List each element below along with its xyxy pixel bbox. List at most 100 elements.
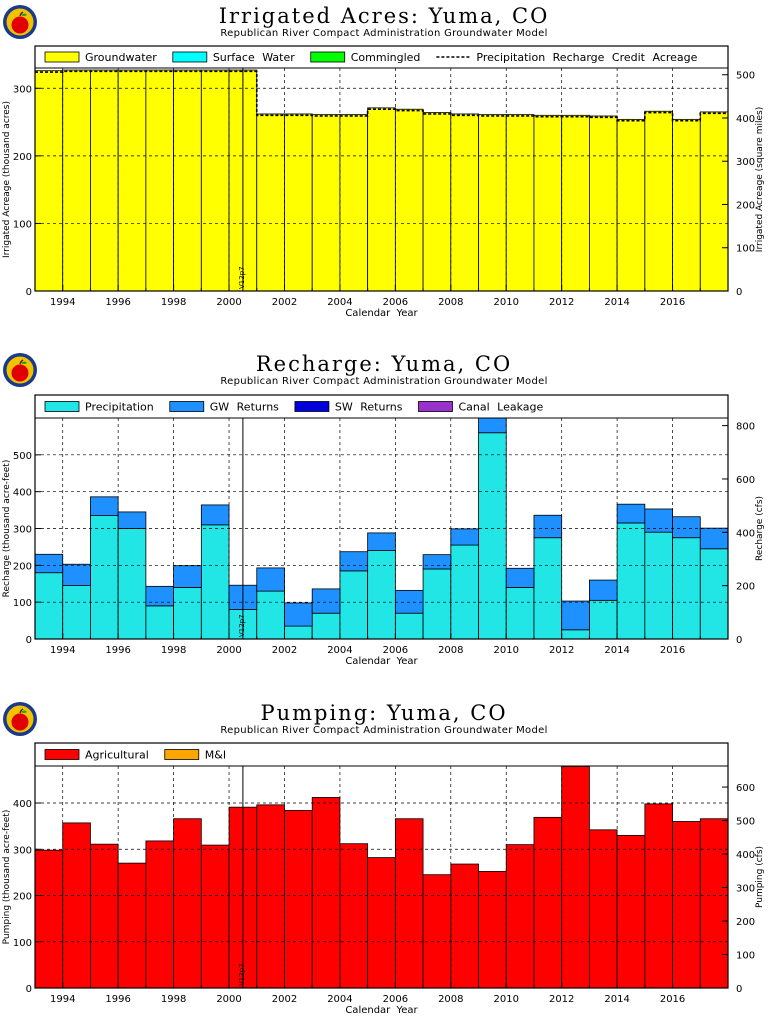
legend-label: Canal Leakage <box>459 401 544 414</box>
tick-label: 1996 <box>105 645 130 656</box>
irrigated-acres-chart: V12p7 Groundwater Surface Water Commingled P… <box>2 45 765 319</box>
bar-segment <box>561 114 590 292</box>
legend-label: Precipitation <box>85 401 154 414</box>
chart-title: Irrigated Acres: Yuma, CO <box>218 4 550 28</box>
bar-segment <box>34 553 64 574</box>
legend-label: SW Returns <box>335 401 403 414</box>
bar-segment <box>422 568 452 640</box>
plot-frame <box>34 45 729 292</box>
tick-label: 200 <box>736 917 755 928</box>
tick-label: 2010 <box>494 297 519 308</box>
grid <box>35 68 728 291</box>
tick-label: 2008 <box>438 297 463 308</box>
bar-segment <box>117 528 147 640</box>
bar-segment <box>62 69 91 292</box>
bar-segment <box>699 527 729 550</box>
tick-label: 2016 <box>660 645 685 656</box>
tick-label: 2006 <box>383 994 408 1005</box>
tick-label: 2008 <box>438 994 463 1005</box>
tick-label: 2004 <box>327 297 352 308</box>
tick-label: 2006 <box>383 645 408 656</box>
bar-segment <box>505 587 535 640</box>
tick-label: 2012 <box>549 297 574 308</box>
legend-swatch <box>310 51 346 63</box>
y-axis-label-right: Recharge (cfs) <box>755 496 765 561</box>
tick-label: 500 <box>13 451 32 462</box>
bar-segment <box>533 537 563 640</box>
tick-label: 2004 <box>327 994 352 1005</box>
tick-label: 2002 <box>272 994 297 1005</box>
bar-segment <box>505 567 535 588</box>
bar-segment <box>367 550 396 640</box>
y-axis-label-right: Irrigated Acreage (square miles) <box>755 107 765 252</box>
bar-segment <box>450 113 479 292</box>
series-agricultural <box>34 766 729 989</box>
tick-label: 1998 <box>161 645 186 656</box>
bar-segment <box>256 113 285 292</box>
bar-segment <box>145 840 175 989</box>
tick-label: 2002 <box>272 645 297 656</box>
bar-segment <box>561 600 590 631</box>
bar-segment <box>505 114 535 292</box>
bar-segment <box>644 803 673 989</box>
legend: Agricultural M&I <box>44 749 226 762</box>
irrigated-acres-panel: Irrigated Acres: Yuma, CO Republican Riv… <box>0 0 768 345</box>
tick-label: 400 <box>736 114 755 125</box>
bar-segment <box>256 804 285 989</box>
bar-segment <box>367 532 396 551</box>
bar-segment <box>589 829 618 989</box>
bar-segment <box>450 544 479 640</box>
bar-segment <box>34 849 64 989</box>
tick-label: 0 <box>26 635 32 646</box>
legend-swatch <box>44 51 80 63</box>
bar-segment <box>339 551 369 572</box>
annotation-label: V12p7 <box>238 614 246 637</box>
bar-segment <box>339 114 369 292</box>
y-axis-label: Recharge (thousand acre-feet) <box>2 460 12 598</box>
tick-label: 2012 <box>549 645 574 656</box>
tick-label: 200 <box>13 561 32 572</box>
tick-label: 600 <box>736 475 755 486</box>
x-axis-label: Calendar Year <box>345 656 418 667</box>
y-axis-label-right: Pumping (cfs) <box>755 846 765 908</box>
bar-segment <box>616 118 646 292</box>
bar-segment <box>117 69 147 292</box>
bar-segment <box>450 863 479 989</box>
tick-label: 2016 <box>660 297 685 308</box>
bar-segment <box>699 548 729 640</box>
recharge-panel: Recharge: Yuma, CO Republican River Comp… <box>0 348 768 688</box>
bar-segment <box>90 69 119 292</box>
left-axis: 0 100 200 300 400 500 <box>13 451 41 646</box>
plot-frame <box>34 742 729 989</box>
bar-segment <box>117 862 147 989</box>
legend: Groundwater Surface Water Commingled Precip… <box>44 51 698 64</box>
annotation-label: V12p7 <box>238 266 246 289</box>
tick-label: 0 <box>736 635 742 646</box>
tick-label: 400 <box>736 528 755 539</box>
tick-label: 300 <box>736 884 755 895</box>
tick-label: 1994 <box>50 645 75 656</box>
tick-label: 2000 <box>216 297 241 308</box>
tick-label: 100 <box>13 219 32 230</box>
bar-segment <box>311 114 341 292</box>
bar-segment <box>422 874 452 989</box>
bar-segment <box>616 503 646 524</box>
tick-label: 200 <box>736 200 755 211</box>
recharge-chart: V12p7 Precipitation GW Returns SW Returns Ca… <box>2 394 765 667</box>
tick-label: 0 <box>26 984 32 995</box>
pumping-panel: Pumping: Yuma, CO Republican River Compa… <box>0 697 768 1024</box>
tick-label: 1998 <box>161 994 186 1005</box>
y-axis-label: Pumping (thousand acre-feet) <box>2 810 12 945</box>
bar-segment <box>478 432 507 640</box>
legend-label: M&I <box>205 749 226 762</box>
left-axis: 0 100 200 300 <box>13 84 41 298</box>
tick-label: 2014 <box>604 297 629 308</box>
legend-swatch <box>294 401 330 412</box>
bar-segment <box>644 110 673 292</box>
bar-segment <box>200 504 230 526</box>
tick-label: 500 <box>736 817 755 828</box>
tick-label: 100 <box>736 951 755 962</box>
bar-segment <box>644 531 673 640</box>
bar-segment <box>367 107 396 292</box>
